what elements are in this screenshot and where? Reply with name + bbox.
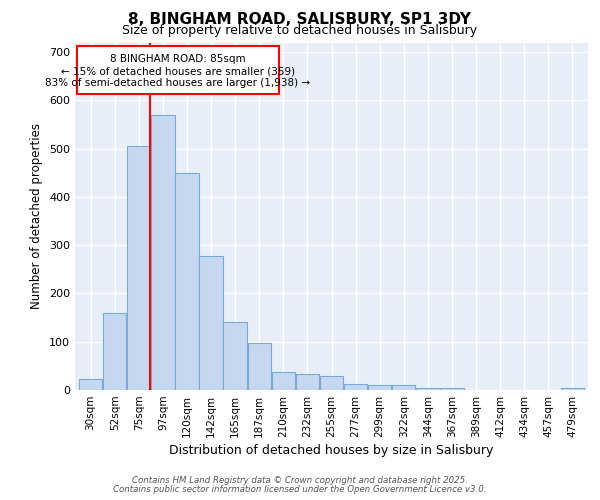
Bar (272, 372, 295, 390)
Y-axis label: Number of detached properties: Number of detached properties (31, 123, 43, 309)
Text: Contains public sector information licensed under the Open Government Licence v3: Contains public sector information licen… (113, 484, 487, 494)
Bar (199, 256, 223, 390)
Bar (79, 380, 103, 390)
Bar (392, 385, 415, 390)
X-axis label: Distribution of detached houses by size in Salisbury: Distribution of detached houses by size … (169, 444, 494, 457)
Bar (223, 322, 247, 390)
Bar (103, 313, 127, 390)
Text: ← 15% of detached houses are smaller (359): ← 15% of detached houses are smaller (35… (61, 66, 295, 76)
Text: 8 BINGHAM ROAD: 85sqm: 8 BINGHAM ROAD: 85sqm (110, 54, 246, 64)
Bar (296, 374, 319, 390)
FancyBboxPatch shape (77, 46, 278, 94)
Text: 8, BINGHAM ROAD, SALISBURY, SP1 3DY: 8, BINGHAM ROAD, SALISBURY, SP1 3DY (128, 12, 472, 28)
Text: 83% of semi-detached houses are larger (1,938) →: 83% of semi-detached houses are larger (… (46, 78, 311, 88)
Text: Contains HM Land Registry data © Crown copyright and database right 2025.: Contains HM Land Registry data © Crown c… (132, 476, 468, 485)
Bar (560, 388, 584, 390)
Bar (248, 342, 271, 390)
Bar (344, 384, 367, 390)
Bar (416, 388, 440, 390)
Bar (151, 115, 175, 390)
Bar (320, 376, 343, 390)
Bar (368, 385, 391, 390)
Text: Size of property relative to detached houses in Salisbury: Size of property relative to detached ho… (122, 24, 478, 37)
Bar (440, 388, 464, 390)
Bar (175, 173, 199, 390)
Bar (127, 146, 151, 390)
